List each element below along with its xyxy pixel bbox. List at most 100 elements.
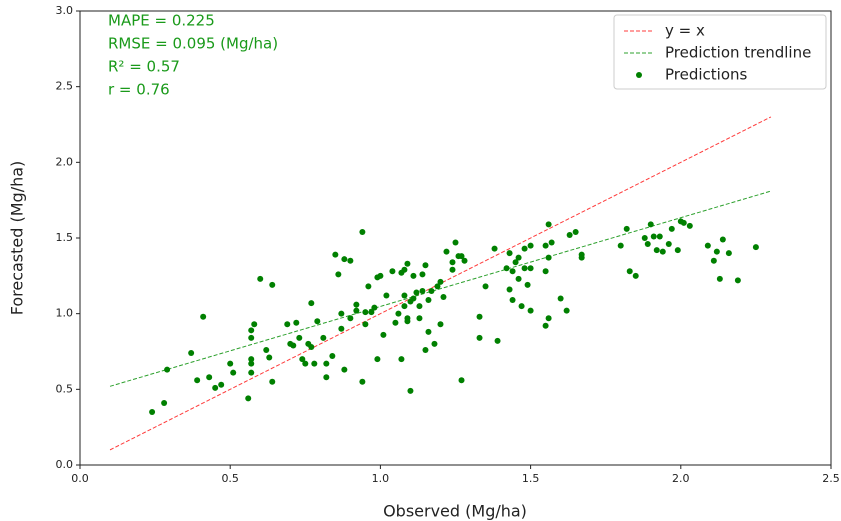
data-point bbox=[656, 233, 663, 240]
data-point bbox=[659, 248, 666, 255]
data-point bbox=[395, 310, 402, 317]
data-point bbox=[149, 409, 156, 416]
data-point bbox=[389, 268, 396, 275]
data-point bbox=[251, 321, 258, 328]
data-point bbox=[416, 303, 423, 310]
data-point bbox=[428, 287, 435, 294]
data-point bbox=[212, 384, 219, 391]
data-point bbox=[257, 275, 264, 282]
data-point bbox=[353, 301, 360, 308]
data-point bbox=[425, 297, 432, 304]
data-point bbox=[266, 354, 273, 361]
data-point bbox=[290, 342, 297, 349]
data-point bbox=[392, 319, 399, 326]
data-point bbox=[323, 374, 330, 381]
data-point bbox=[365, 283, 372, 290]
data-point bbox=[557, 295, 564, 302]
data-point bbox=[341, 256, 348, 263]
data-point bbox=[359, 378, 366, 385]
data-point bbox=[413, 289, 420, 296]
data-point bbox=[188, 350, 195, 357]
legend-label: y = x bbox=[665, 22, 705, 40]
y-tick-label: 0.5 bbox=[56, 382, 74, 395]
data-point bbox=[668, 225, 675, 232]
data-point bbox=[515, 254, 522, 261]
data-point bbox=[494, 337, 501, 344]
data-point bbox=[653, 247, 660, 254]
x-tick-label: 2.0 bbox=[672, 472, 690, 485]
data-point bbox=[311, 360, 318, 367]
data-point bbox=[194, 377, 201, 384]
data-point bbox=[503, 265, 510, 272]
data-point bbox=[440, 294, 447, 301]
data-point bbox=[293, 319, 300, 326]
data-point bbox=[248, 334, 255, 341]
y-tick-label: 1.0 bbox=[56, 307, 74, 320]
series-line bbox=[109, 190, 772, 387]
data-point bbox=[548, 239, 555, 246]
data-point bbox=[401, 266, 408, 273]
data-point bbox=[347, 315, 354, 322]
data-point bbox=[437, 278, 444, 285]
data-point bbox=[161, 399, 168, 406]
data-point bbox=[542, 242, 549, 249]
data-point bbox=[248, 327, 255, 334]
y-tick-label: 2.0 bbox=[56, 155, 74, 168]
data-point bbox=[353, 307, 360, 314]
data-point bbox=[404, 318, 411, 325]
data-point bbox=[401, 303, 408, 310]
data-point bbox=[419, 271, 426, 278]
data-point bbox=[542, 322, 549, 329]
data-point bbox=[377, 272, 384, 279]
data-point bbox=[704, 242, 711, 249]
data-point bbox=[647, 221, 654, 228]
data-point bbox=[410, 272, 417, 279]
data-point bbox=[320, 334, 327, 341]
data-point bbox=[626, 268, 633, 275]
data-point bbox=[452, 239, 459, 246]
data-point bbox=[518, 303, 525, 310]
y-axis-label: Forecasted (Mg/ha) bbox=[8, 161, 27, 316]
data-point bbox=[458, 253, 465, 260]
data-point bbox=[248, 369, 255, 376]
y-tick-label: 2.5 bbox=[56, 80, 74, 93]
data-point bbox=[752, 244, 759, 251]
data-point bbox=[308, 343, 315, 350]
data-point bbox=[710, 257, 717, 264]
data-point bbox=[734, 277, 741, 284]
data-point bbox=[323, 360, 330, 367]
data-point bbox=[302, 360, 309, 367]
data-point bbox=[218, 381, 225, 388]
data-point bbox=[527, 265, 534, 272]
data-point bbox=[512, 259, 519, 266]
data-point bbox=[422, 346, 429, 353]
data-point bbox=[482, 283, 489, 290]
data-point bbox=[443, 248, 450, 255]
legend-box bbox=[613, 14, 827, 90]
series-line bbox=[109, 116, 772, 451]
data-point bbox=[362, 309, 369, 316]
data-point bbox=[206, 374, 213, 381]
data-point bbox=[725, 250, 732, 257]
data-point bbox=[164, 366, 171, 373]
data-point bbox=[374, 356, 381, 363]
x-axis-label: Observed (Mg/ha) bbox=[383, 502, 527, 521]
x-tick-label: 2.5 bbox=[822, 472, 840, 485]
data-point bbox=[338, 325, 345, 332]
data-point bbox=[329, 353, 336, 360]
data-point bbox=[248, 360, 255, 367]
x-tick-label: 1.0 bbox=[372, 472, 390, 485]
data-point bbox=[617, 242, 624, 249]
data-point bbox=[521, 245, 528, 252]
data-point bbox=[476, 334, 483, 341]
data-point bbox=[713, 248, 720, 255]
data-point bbox=[665, 241, 672, 248]
y-tick-label: 3.0 bbox=[56, 4, 74, 17]
data-point bbox=[335, 271, 342, 278]
data-point bbox=[563, 307, 570, 314]
data-point bbox=[449, 259, 456, 266]
data-point bbox=[506, 250, 513, 257]
data-point bbox=[566, 231, 573, 238]
legend-label: Prediction trendline bbox=[665, 44, 811, 62]
